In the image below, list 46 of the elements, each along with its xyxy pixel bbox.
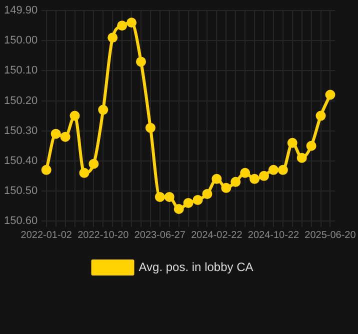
point — [98, 104, 108, 115]
point — [154, 192, 165, 202]
point — [325, 90, 336, 100]
x-tick-label: 2024-02-22 — [191, 230, 243, 241]
y-tick-label: 150.40 — [4, 154, 38, 167]
point — [296, 152, 307, 163]
y-tick-label: 150.20 — [4, 94, 38, 107]
point — [79, 168, 90, 178]
point — [259, 170, 269, 181]
point — [183, 198, 194, 208]
x-tick-label: 2022-01-02 — [20, 230, 72, 241]
point — [268, 164, 278, 175]
point — [108, 32, 118, 43]
y-tick-label: 150.00 — [4, 34, 38, 47]
point — [230, 176, 241, 187]
y-tick-label: 150.50 — [4, 184, 38, 197]
x-tick-label: 2022-10-20 — [78, 230, 130, 241]
point — [306, 140, 316, 151]
y-tick-label: 150.10 — [4, 64, 38, 77]
point — [316, 110, 326, 121]
point — [50, 128, 61, 139]
x-tick-label: 2024-10-22 — [248, 230, 300, 241]
point — [164, 192, 174, 202]
point — [250, 174, 260, 184]
point — [212, 174, 222, 184]
point — [287, 138, 298, 148]
point — [136, 56, 146, 67]
point — [126, 18, 137, 28]
y-tick-label: 150.60 — [4, 215, 38, 228]
point — [41, 164, 52, 175]
y-tick-label: 150.30 — [4, 124, 38, 137]
point — [117, 20, 128, 31]
y-tick-label: 149.90 — [4, 4, 38, 17]
point — [192, 194, 203, 205]
point — [60, 132, 70, 142]
point — [70, 110, 80, 121]
legend-label: Avg. pos. in lobby CA — [138, 260, 254, 274]
point — [278, 164, 288, 175]
x-tick-label: 2025-06-20 — [304, 230, 356, 241]
point — [88, 158, 99, 169]
point — [202, 188, 212, 199]
point — [221, 182, 232, 193]
point — [145, 122, 156, 133]
point — [174, 204, 184, 214]
x-tick-label: 2023-06-27 — [134, 230, 186, 241]
point — [240, 168, 250, 178]
